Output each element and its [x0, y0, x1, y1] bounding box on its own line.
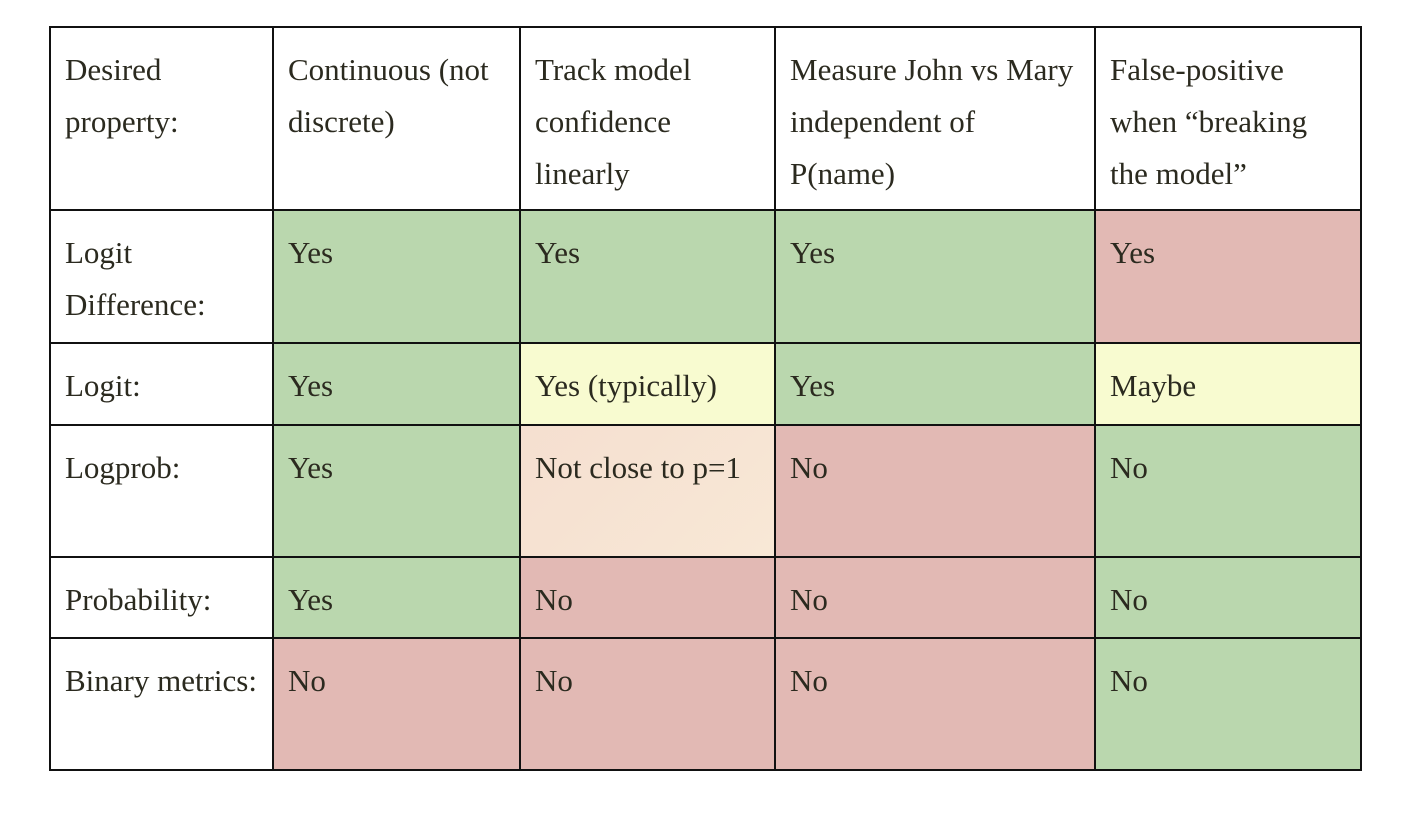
table-cell: Yes: [519, 209, 776, 344]
row-label: Logit:: [49, 342, 274, 426]
row-label: Probability:: [49, 556, 274, 639]
table-cell: No: [519, 637, 776, 771]
row-label: Logit Difference:: [49, 209, 274, 344]
table-cell: No: [774, 556, 1096, 639]
table-cell: Yes (typically): [519, 342, 776, 426]
metric-comparison-table: Desired property: Continuous (not discret…: [49, 26, 1362, 771]
table-row: Logit Difference: Yes Yes Yes Yes: [49, 209, 1362, 344]
column-header: Continuous (not discrete): [272, 26, 521, 211]
table-row: Logprob: Yes Not close to p=1 No No: [49, 424, 1362, 558]
table-cell: No: [519, 556, 776, 639]
table-cell: No: [272, 637, 521, 771]
table-cell: No: [774, 424, 1096, 558]
table-cell: Yes: [272, 342, 521, 426]
table-cell: Yes: [774, 342, 1096, 426]
table-cell: No: [1094, 637, 1362, 771]
table-cell: Yes: [272, 556, 521, 639]
table-cell: No: [1094, 556, 1362, 639]
table-cell: Yes: [1094, 209, 1362, 344]
table-cell: Maybe: [1094, 342, 1362, 426]
table-cell: Yes: [272, 209, 521, 344]
row-label: Logprob:: [49, 424, 274, 558]
header-row-label: Desired property:: [49, 26, 274, 211]
column-header: Track model confidence linearly: [519, 26, 776, 211]
column-header: Measure John vs Mary independent of P(na…: [774, 26, 1096, 211]
table-cell: No: [1094, 424, 1362, 558]
column-header: False-positive when “breaking the model”: [1094, 26, 1362, 211]
table-row: Probability: Yes No No No: [49, 556, 1362, 639]
table-cell: Yes: [272, 424, 521, 558]
table-cell: Yes: [774, 209, 1096, 344]
table-row: Logit: Yes Yes (typically) Yes Maybe: [49, 342, 1362, 426]
header-row: Desired property: Continuous (not discret…: [49, 26, 1362, 211]
table-cell: No: [774, 637, 1096, 771]
table-row: Binary metrics: No No No No: [49, 637, 1362, 771]
row-label: Binary metrics:: [49, 637, 274, 771]
table-cell: Not close to p=1: [519, 424, 776, 558]
